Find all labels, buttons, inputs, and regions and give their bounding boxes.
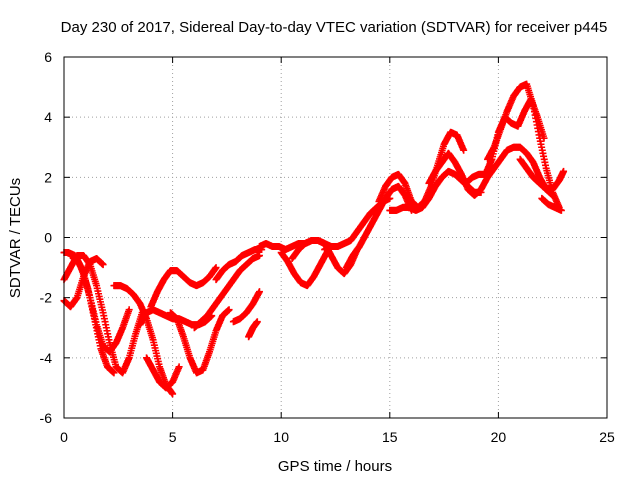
point-sat-d-9-0	[125, 306, 133, 314]
series-sat-f	[147, 264, 220, 311]
x-tick-label-4: 20	[491, 429, 507, 445]
point-sat-f-10-0	[212, 264, 220, 272]
x-tick-label-0: 0	[60, 429, 68, 445]
point-sat-l-4-0	[255, 288, 263, 296]
series-sat-c	[60, 255, 107, 311]
series-sat-y	[538, 194, 565, 214]
y-tick-label-3: 0	[44, 230, 52, 246]
y-tick-label-6: 6	[44, 49, 52, 65]
y-tick-label-2: -2	[40, 290, 53, 306]
point-sat-b-8-0	[110, 369, 118, 377]
series-sat-m	[245, 318, 261, 341]
series-sat-s	[375, 128, 468, 211]
point-sat-h-9-0	[225, 306, 233, 314]
series-sat-d	[67, 252, 133, 356]
x-axis-title: GPS time / hours	[278, 458, 392, 475]
y-axis-title: SDTVAR / TECUs	[7, 178, 24, 298]
point-sat-s-13-0	[460, 146, 468, 154]
point-sat-e-9-0	[169, 390, 177, 398]
point-sat-k-10-0	[255, 252, 263, 260]
series-sat-i	[143, 354, 183, 392]
x-tick-label-3: 15	[382, 429, 398, 445]
series-sat-h	[166, 306, 233, 377]
series-sat-x	[516, 155, 568, 193]
y-tick-label-5: 4	[44, 109, 52, 125]
y-tick-label-1: -4	[40, 350, 53, 366]
series-sat-u	[425, 143, 557, 199]
series-sat-o	[277, 249, 331, 290]
data-layer	[60, 80, 568, 398]
tick-layer: 0 5 10 15 20 25 -6 -4 -2 0 2 4 6	[40, 49, 615, 445]
y-tick-label-0: -6	[40, 410, 53, 426]
grid-layer	[64, 57, 607, 418]
x-tick-label-2: 10	[273, 429, 289, 445]
point-sat-y-3-0	[557, 206, 565, 214]
x-tick-label-1: 5	[169, 429, 177, 445]
series-sat-k	[190, 252, 263, 332]
point-sat-i-5-0	[175, 363, 183, 371]
series-sat-w	[484, 80, 563, 211]
y-tick-label-4: 2	[44, 169, 52, 185]
point-sat-m-2-0	[253, 318, 261, 326]
series-sat-j	[212, 246, 266, 284]
point-sat-c-6-0	[99, 261, 107, 269]
x-tick-label-5: 25	[599, 429, 615, 445]
point-sat-x-7-0	[560, 167, 568, 175]
series-sat-l	[229, 288, 263, 326]
chart-title: Day 230 of 2017, Sidereal Day-to-day VTE…	[61, 19, 608, 36]
